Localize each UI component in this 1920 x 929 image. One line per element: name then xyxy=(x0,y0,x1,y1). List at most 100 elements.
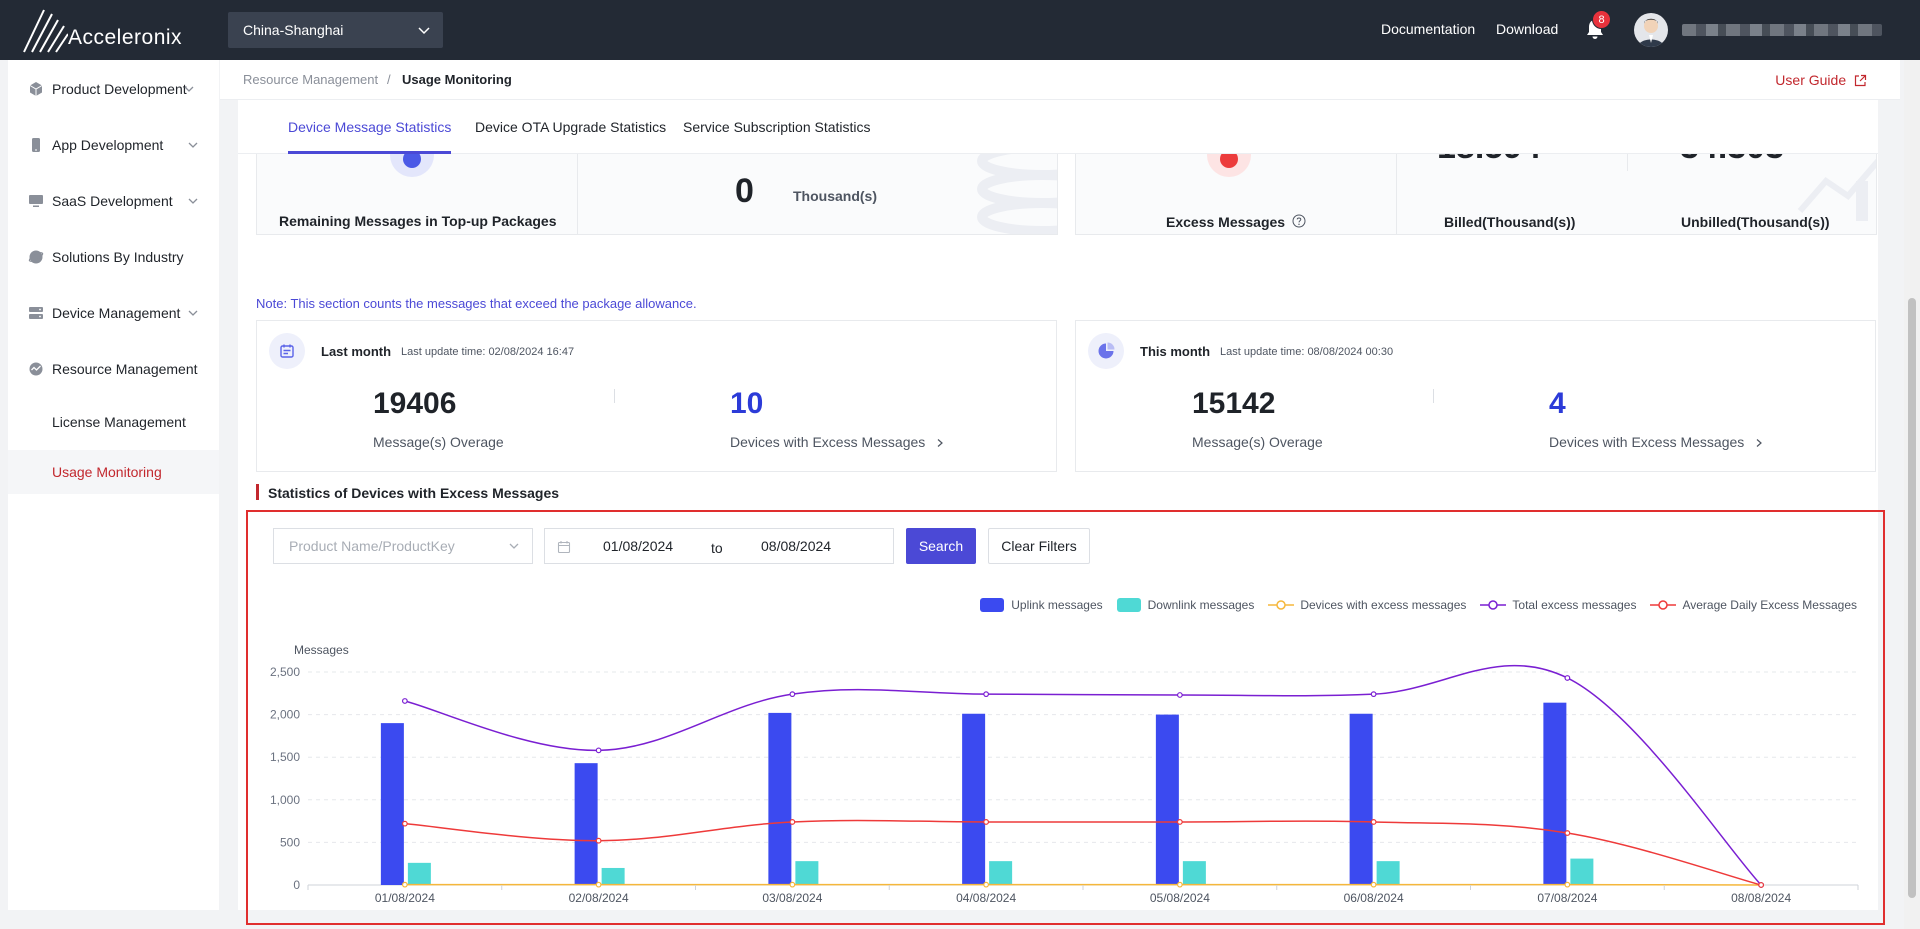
user-avatar-icon xyxy=(1638,18,1664,47)
last-month-devices-label: Devices with Excess Messages xyxy=(730,434,926,450)
sidebar-item-label: Resource Management xyxy=(52,361,198,377)
data-point xyxy=(983,819,990,825)
last-month-card: Last month Last update time: 02/08/2024 … xyxy=(256,320,1057,472)
tab-service-subscription-statistics[interactable]: Service Subscription Statistics xyxy=(683,119,871,135)
username-redacted[interactable] xyxy=(1682,24,1882,36)
excess-messages-chart: Messages 0 500 1,000 1,500 2,000 2,500 01/08/… xyxy=(270,643,1859,905)
product-select[interactable]: Product Name/ProductKey xyxy=(273,528,533,564)
y-axis-ticks: 0 500 1,000 1,500 2,000 2,500 xyxy=(270,665,300,892)
data-point xyxy=(1176,819,1183,825)
sidebar-item-label: Solutions By Industry xyxy=(52,249,184,265)
chevron-down-icon xyxy=(509,543,519,549)
this-month-update-time: Last update time: 08/08/2024 00:30 xyxy=(1220,346,1394,358)
card-divider xyxy=(577,141,578,234)
last-month-devices-link[interactable]: Devices with Excess Messages xyxy=(730,434,945,450)
data-point xyxy=(983,881,990,888)
pie-icon-wrap xyxy=(1088,333,1124,369)
chevron-right-icon xyxy=(937,439,944,447)
x-tick-label: 08/08/2024 xyxy=(1731,891,1791,905)
download-link[interactable]: Download xyxy=(1496,21,1559,37)
x-tick-label: 04/08/2024 xyxy=(956,891,1016,905)
data-point xyxy=(1370,881,1377,888)
start-date[interactable]: 01/08/2024 xyxy=(603,538,674,554)
sidebar-item-app-development[interactable]: App Development xyxy=(8,125,219,165)
this-month-overage-value: 15142 xyxy=(1192,387,1276,420)
legend-swatch xyxy=(1650,600,1677,610)
legend-item[interactable]: Average Daily Excess Messages xyxy=(1650,598,1857,612)
decorative-database-icon xyxy=(977,142,1057,234)
legend-item[interactable]: Devices with excess messages xyxy=(1268,598,1466,612)
server-icon xyxy=(29,307,43,319)
package-remaining-value: 0 xyxy=(735,172,754,210)
bar xyxy=(962,713,986,885)
data-point xyxy=(1564,830,1571,836)
avatar[interactable] xyxy=(1634,13,1668,47)
separator xyxy=(1433,389,1434,403)
tab-device-message-statistics[interactable]: Device Message Statistics xyxy=(288,119,452,135)
package-card: Remaining Messages in Top-up Packages 0 … xyxy=(256,140,1058,235)
search-button[interactable]: Search xyxy=(906,528,976,564)
legend-item[interactable]: Uplink messages xyxy=(980,598,1103,612)
last-month-devices-value[interactable]: 10 xyxy=(730,387,764,420)
logo[interactable]: Acceleronix xyxy=(20,8,182,54)
sidebar-item-solutions-by-industry[interactable]: Solutions By Industry xyxy=(8,237,219,277)
bar xyxy=(601,867,625,885)
bar xyxy=(1543,702,1567,885)
clear-filters-button[interactable]: Clear Filters xyxy=(988,528,1090,564)
bar xyxy=(768,712,792,885)
data-point xyxy=(1564,675,1571,681)
separator xyxy=(614,389,615,403)
user-guide-label: User Guide xyxy=(1775,72,1847,88)
chevron-down-icon xyxy=(188,198,198,204)
scrollbar-thumb[interactable] xyxy=(1908,298,1916,898)
bar xyxy=(1349,713,1373,885)
bar xyxy=(407,862,431,885)
date-range-picker[interactable]: 01/08/2024 to 08/08/2024 xyxy=(544,528,894,564)
globe-icon xyxy=(28,250,44,264)
data-point xyxy=(595,881,602,888)
sidebar-item-license-management[interactable]: License Management xyxy=(52,414,186,430)
documentation-link[interactable]: Documentation xyxy=(1381,21,1476,37)
this-month-devices-link[interactable]: Devices with Excess Messages xyxy=(1549,434,1764,450)
bar xyxy=(1376,861,1400,885)
y-tick-label: 1,000 xyxy=(270,793,300,807)
calendar-icon xyxy=(557,541,571,554)
data-point xyxy=(401,698,408,704)
sidebar-item-device-management[interactable]: Device Management xyxy=(8,293,219,333)
sidebar-item-product-development[interactable]: Product Development xyxy=(8,69,219,109)
legend-label: Devices with excess messages xyxy=(1300,598,1467,612)
note-text: Note: This section counts the messages t… xyxy=(256,296,697,311)
data-point xyxy=(401,820,408,827)
end-date[interactable]: 08/08/2024 xyxy=(761,538,832,554)
card-divider xyxy=(1396,141,1397,234)
main-area: Resource Management / Usage Monitoring U… xyxy=(220,60,1900,925)
last-month-title: Last month xyxy=(321,344,392,359)
notification-badge: 8 xyxy=(1592,10,1611,29)
question-circle-icon[interactable] xyxy=(1292,214,1306,228)
sidebar-item-resource-management[interactable]: Resource Management xyxy=(8,349,219,389)
region-label: China-Shanghai xyxy=(243,22,344,38)
legend-label: Total excess messages xyxy=(1512,598,1637,612)
data-point xyxy=(1564,881,1571,888)
bar xyxy=(795,861,819,885)
this-month-devices-value[interactable]: 4 xyxy=(1549,387,1566,420)
calendar-icon-wrap xyxy=(269,333,305,369)
region-selector[interactable]: China-Shanghai xyxy=(228,12,443,48)
user-guide-link[interactable]: User Guide xyxy=(1775,72,1867,88)
chevron-down-icon xyxy=(188,310,198,316)
tab-device-ota-upgrade-statistics[interactable]: Device OTA Upgrade Statistics xyxy=(475,119,667,135)
card-divider xyxy=(1627,141,1628,171)
breadcrumb-separator: / xyxy=(387,72,391,87)
x-tick-label: 05/08/2024 xyxy=(1150,891,1210,905)
sidebar-item-saas-development[interactable]: SaaS Development xyxy=(8,181,219,221)
pie-chart-icon xyxy=(1098,342,1115,359)
breadcrumb-parent[interactable]: Resource Management xyxy=(243,72,379,87)
chevron-right-icon xyxy=(1756,439,1763,447)
data-point xyxy=(1370,819,1377,825)
legend-item[interactable]: Total excess messages xyxy=(1480,598,1636,612)
legend-label: Uplink messages xyxy=(1011,598,1103,612)
legend-item[interactable]: Downlink messages xyxy=(1116,598,1254,612)
data-point xyxy=(1370,691,1377,698)
sidebar-item-usage-monitoring[interactable]: Usage Monitoring xyxy=(8,450,219,494)
data-point xyxy=(401,881,408,888)
